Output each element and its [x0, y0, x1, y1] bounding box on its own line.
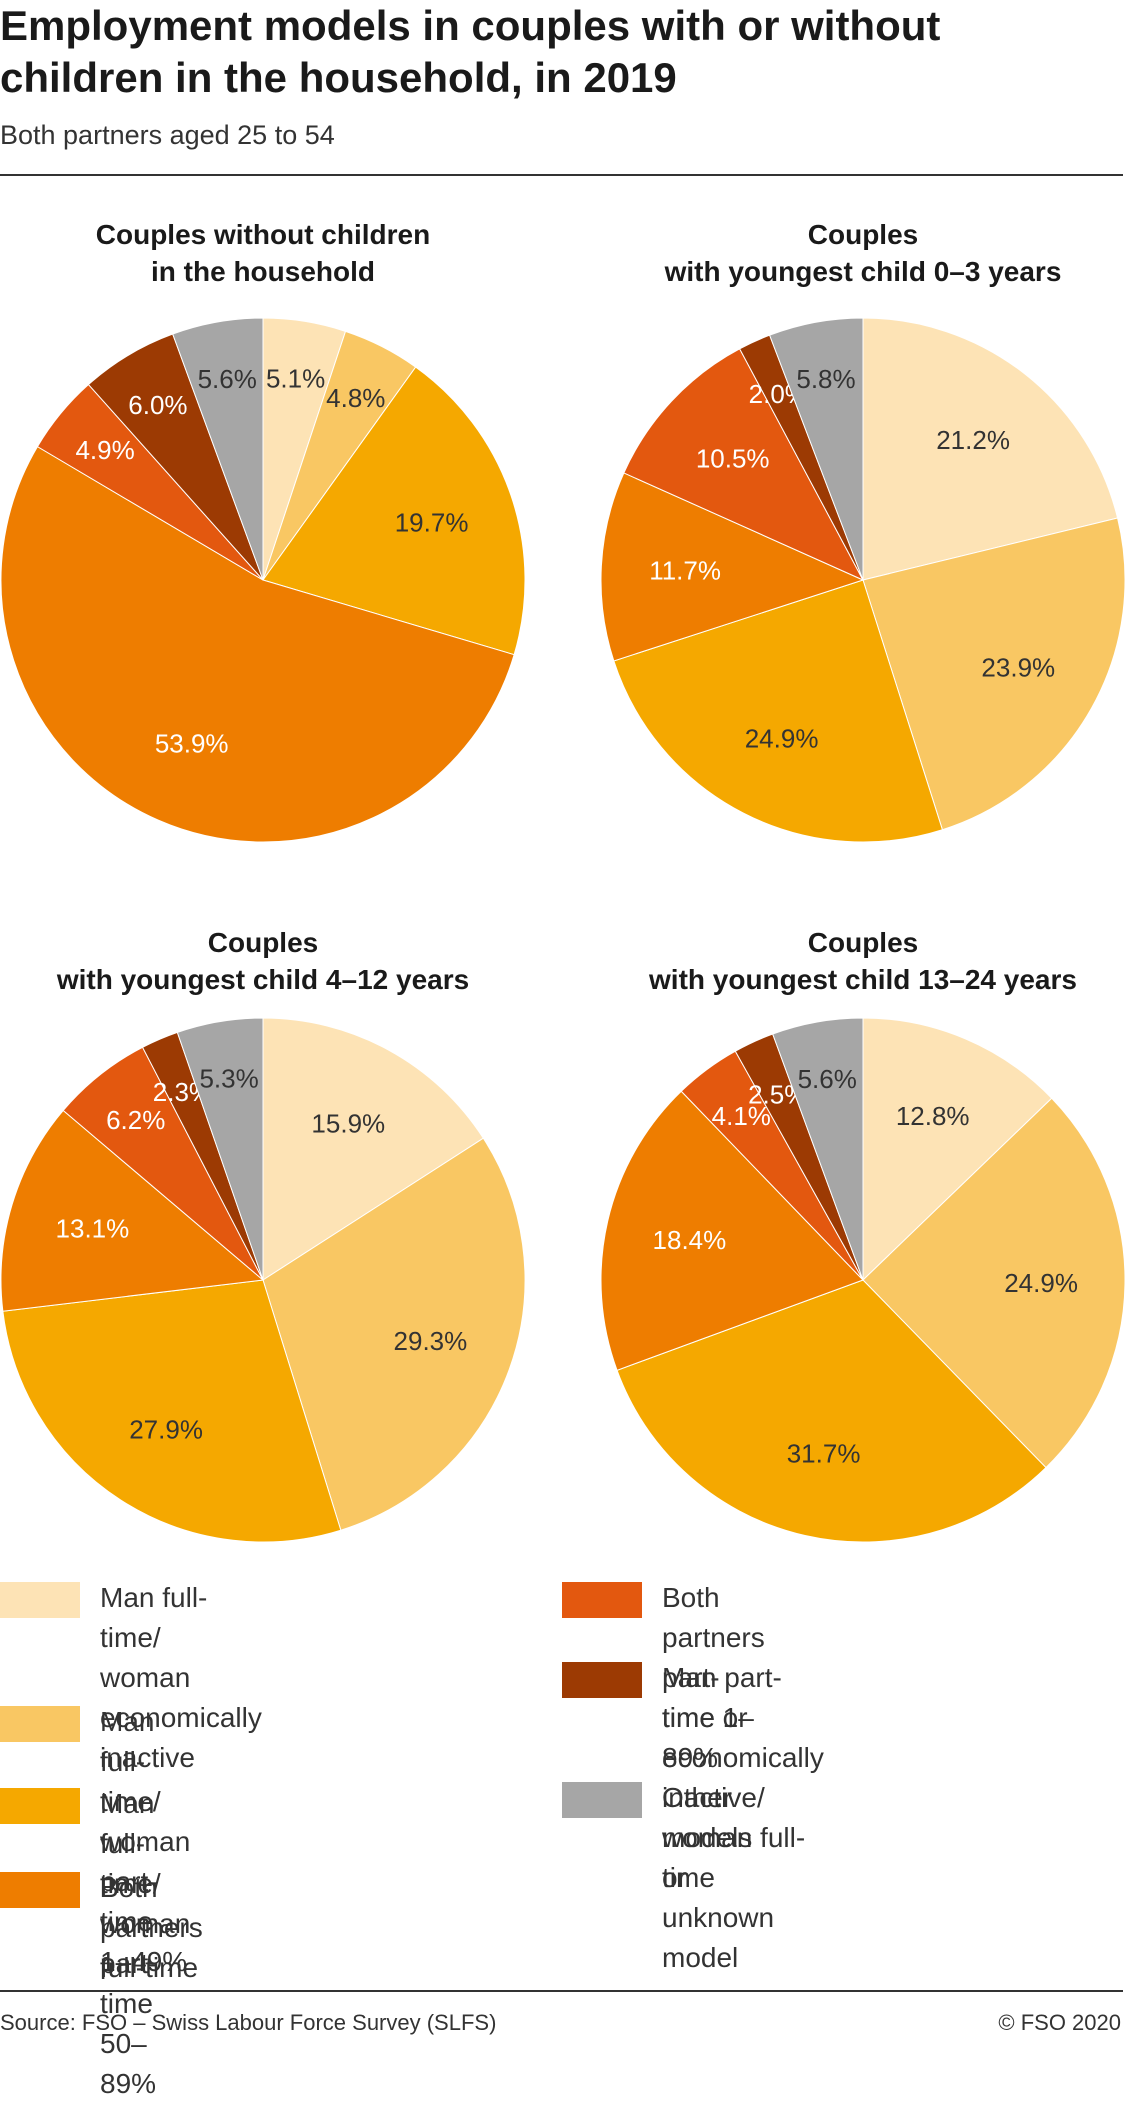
legend-label-line: Man full-time/	[100, 1788, 161, 1899]
chart-title-line: in the household	[151, 256, 375, 287]
header-divider	[0, 174, 1123, 176]
pie-slice-woman-pt-50-89	[262, 366, 526, 656]
pie-slice-woman-pt-50-89	[616, 1279, 1047, 1543]
slice-value-label: 10.5%	[696, 443, 770, 473]
slice-value-label: 18.4%	[653, 1225, 727, 1255]
legend-label-line: inactive	[100, 1742, 195, 1773]
legend-label-line: Other models or	[662, 1782, 753, 1893]
slice-value-label: 4.8%	[326, 383, 385, 413]
legend-swatch	[0, 1788, 80, 1824]
legend-label-line: unknown model	[662, 1902, 775, 1973]
legend-swatch	[0, 1872, 80, 1908]
slice-value-label: 24.9%	[745, 724, 819, 754]
copyright-note: © FSO 2020	[998, 2010, 1121, 2035]
legend-label-line: Both partners	[662, 1582, 765, 1653]
legend-label: Both partners full-time	[100, 1868, 203, 1988]
pie-slice-other-models	[172, 317, 264, 581]
slice-value-label: 29.3%	[394, 1326, 468, 1356]
slice-value-label: 5.1%	[266, 363, 325, 393]
legend-label-line: Man part-time or	[662, 1662, 782, 1733]
legend-label-line: woman part-time 1–49%	[100, 1826, 191, 1977]
slice-value-label: 21.2%	[936, 425, 1010, 455]
legend-label-line: woman economically	[100, 1662, 262, 1733]
chart-title-line: Couples	[208, 927, 318, 958]
legend-label: Other models or unknown model	[662, 1778, 774, 1978]
slice-value-label: 12.8%	[896, 1101, 970, 1131]
legend-swatch	[0, 1706, 80, 1742]
pie-slice-other-models	[772, 1017, 864, 1281]
legend-swatch	[562, 1662, 642, 1698]
slice-value-label: 15.9%	[311, 1109, 385, 1139]
pie-slice-both-part-time	[623, 348, 865, 582]
slice-value-label: 31.7%	[787, 1439, 861, 1469]
slice-value-label: 4.1%	[712, 1101, 771, 1131]
slice-value-label: 5.8%	[796, 364, 855, 394]
pie-slice-woman-pt-1-49	[262, 1137, 526, 1531]
pie-charts-area: Couples without children in the household…	[0, 219, 1125, 1543]
chart-title-line: Couples	[808, 219, 918, 250]
legend-label: Man full-time/woman economically inactive	[100, 1578, 262, 1778]
pie-slice-both-full-time	[600, 1090, 864, 1371]
title-line-1: Employment models in couples with or wit…	[0, 2, 941, 49]
source-note: Source: FSO – Swiss Labour Force Survey …	[0, 2010, 497, 2035]
slice-value-label: 6.2%	[106, 1105, 165, 1135]
pie-slice-woman-pt-50-89	[613, 579, 944, 843]
page-subtitle: Both partners aged 25 to 54	[0, 120, 335, 150]
pie-slice-other-models	[768, 317, 864, 581]
legend-label-line: Both partners	[100, 1872, 203, 1943]
pie-chart-2: Couples with youngest child 0–3 years 21.2…	[600, 219, 1125, 843]
chart-title-line: with youngest child 4–12 years	[56, 964, 469, 995]
legend-label: Man part-time or economically inactive/wo…	[662, 1658, 824, 1898]
slice-value-label: 6.0%	[128, 390, 187, 420]
chart-title-line: with youngest child 13–24 years	[648, 964, 1077, 995]
legend-label-line: Man full-time/	[100, 1582, 208, 1653]
slice-value-label: 27.9%	[129, 1415, 203, 1445]
pie-chart-1: Couples without children in the household…	[0, 219, 526, 843]
slice-value-label: 5.6%	[798, 1064, 857, 1094]
legend-label-line: Man full-time/	[100, 1706, 161, 1817]
title-line-2: children in the household, in 2019	[0, 54, 677, 101]
pie-slice-both-full-time	[0, 1109, 265, 1312]
slice-value-label: 5.3%	[199, 1064, 258, 1094]
chart-title-line: with youngest child 0–3 years	[664, 256, 1062, 287]
chart-title-line: Couples	[808, 927, 918, 958]
slice-value-label: 19.7%	[395, 507, 469, 537]
chart-legend: Man full-time/woman economically inactive…	[0, 1578, 1125, 2099]
legend-swatch	[562, 1782, 642, 1818]
footer-divider	[0, 1990, 1123, 1992]
slice-value-label: 11.7%	[649, 556, 721, 586]
legend-label-line: full-time	[100, 1952, 199, 1983]
legend-label-line: part-time 1–89%	[662, 1662, 754, 1773]
legend-label-line: economically inactive/	[662, 1742, 824, 1813]
pie-slice-woman-inactive	[862, 317, 1119, 581]
legend-label: Both partners part-time 1–89%	[662, 1578, 765, 1778]
slice-value-label: 53.9%	[155, 728, 229, 758]
page-title: Employment models in couples with or wit…	[0, 0, 1100, 104]
slice-value-label: 5.6%	[198, 364, 257, 394]
legend-swatch	[0, 1582, 80, 1618]
legend-label: Man full-time/woman part-time 1–49%	[100, 1702, 190, 1982]
legend-label-line: woman full-time	[662, 1822, 806, 1893]
pie-chart-4: Couples with youngest child 13–24 years 12…	[600, 927, 1125, 1543]
pie-slice-other-models	[176, 1017, 264, 1281]
chart-title-line: Couples without children	[96, 219, 430, 250]
pie-chart-3: Couples with youngest child 4–12 years 15.…	[0, 927, 526, 1543]
slice-value-label: 23.9%	[981, 652, 1055, 682]
slice-value-label: 24.9%	[1004, 1268, 1078, 1298]
pie-slice-woman-pt-50-89	[2, 1279, 342, 1543]
slice-value-label: 4.9%	[75, 435, 134, 465]
pie-slice-woman-inactive	[262, 1017, 485, 1281]
pie-slice-both-full-time	[0, 445, 515, 843]
slice-value-label: 13.1%	[56, 1214, 130, 1244]
legend-swatch	[562, 1582, 642, 1618]
pie-slice-both-full-time	[600, 472, 865, 662]
pie-slice-woman-inactive	[862, 1017, 1053, 1282]
